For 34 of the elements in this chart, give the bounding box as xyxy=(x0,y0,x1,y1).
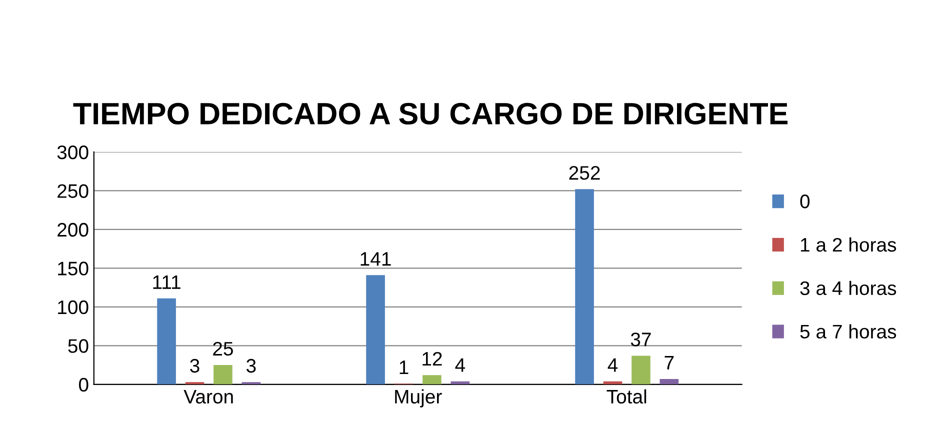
bar xyxy=(157,298,176,384)
legend-label: 1 a 2 horas xyxy=(800,237,896,252)
data-label: 4 xyxy=(608,358,618,372)
data-label: 3 xyxy=(190,358,200,373)
data-label: 1 xyxy=(400,360,408,374)
data-label: 141 xyxy=(360,252,391,266)
bar xyxy=(422,375,442,384)
y-tick-label: 150 xyxy=(58,262,88,276)
bar xyxy=(214,365,232,384)
chart-title: TIEMPO DEDICADO A SU CARGO DE DIRIGENTE xyxy=(73,102,788,125)
data-label: 252 xyxy=(569,166,600,180)
y-tick-label: 300 xyxy=(57,145,88,160)
data-label: 25 xyxy=(213,342,233,356)
data-label: 4 xyxy=(455,358,466,372)
x-tick-label: Varon xyxy=(184,390,233,404)
data-label: 111 xyxy=(153,275,180,289)
data-label: 7 xyxy=(664,356,674,370)
y-tick-label: 100 xyxy=(58,300,88,314)
legend-label: 0 xyxy=(800,194,810,208)
data-label: 37 xyxy=(630,332,651,346)
bar xyxy=(366,275,385,384)
x-tick-label: Mujer xyxy=(395,389,442,408)
bar xyxy=(575,189,594,384)
y-tick-label: 250 xyxy=(58,184,88,198)
y-tick-label: 50 xyxy=(68,339,88,353)
x-tick-label: Total xyxy=(606,389,646,404)
y-tick-label: 200 xyxy=(58,222,88,237)
bar xyxy=(660,378,679,384)
legend-label: 5 a 7 horas xyxy=(800,324,896,339)
data-label: 12 xyxy=(422,352,442,366)
y-tick-label: 0 xyxy=(78,378,88,392)
data-label: 3 xyxy=(246,358,256,373)
bar xyxy=(632,356,650,384)
legend-label: 3 a 4 horas xyxy=(800,280,896,296)
